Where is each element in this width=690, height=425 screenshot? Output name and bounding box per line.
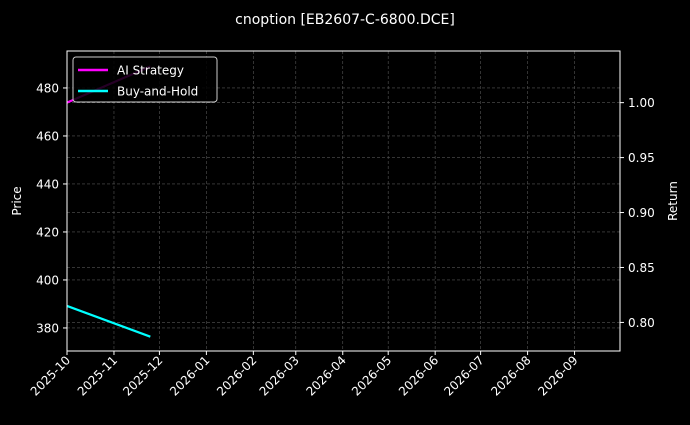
x-tick-label: 2026-02 [214,353,259,398]
x-tick-label: 2025-11 [75,353,120,398]
y-axis-right: 0.80 0.85 0.90 0.95 1.00 [620,96,655,330]
y-left-tick-label: 440 [36,177,59,191]
x-tick-label: 2026-03 [257,353,302,398]
x-tick-label: 2026-09 [535,353,580,398]
legend-label-buy-and-hold: Buy-and-Hold [117,85,198,99]
y-left-tick-label: 460 [36,129,59,143]
plot-frame [66,50,621,352]
x-tick-label: 2026-08 [488,353,533,398]
y-right-tick-label: 0.95 [628,151,655,165]
y-axis-left-label: Price [10,186,24,215]
x-axis: 2025-10 2025-11 2025-12 2026-01 2026-022026-… [28,351,581,399]
y-right-tick-label: 0.90 [628,206,655,220]
legend-box [72,56,218,103]
series-lines [66,65,151,338]
y-right-tick-label: 0.80 [628,316,655,330]
y-left-tick-label: 400 [36,273,59,287]
x-tick-label: 2026-04 [304,353,349,398]
legend-label-ai-strategy: AI Strategy [117,64,184,78]
y-left-tick-label: 380 [36,321,59,335]
x-tick-label: 2025-10 [28,353,73,398]
y-axis-right-label: Return [666,181,680,221]
x-tick-label: 2026-01 [167,353,212,398]
x-tick-label: 2026-06 [396,353,441,398]
chart-title: cnoption [EB2607-C-6800.DCE] [235,12,455,28]
y-axis-left: 380 400 420 440 460 480 [36,81,67,335]
x-tick-label: 2026-05 [349,353,394,398]
legend: AI Strategy Buy-and-Hold [72,56,218,103]
y-right-tick-label: 0.85 [628,261,655,275]
x-tick-label: 2026-07 [441,353,486,398]
y-right-tick-label: 1.00 [628,96,655,110]
x-tick-label: 2025-12 [120,353,165,398]
y-left-tick-label: 420 [36,225,59,239]
grid [66,51,620,351]
series-line-buy-and-hold [66,304,151,338]
y-left-tick-label: 480 [36,81,59,95]
